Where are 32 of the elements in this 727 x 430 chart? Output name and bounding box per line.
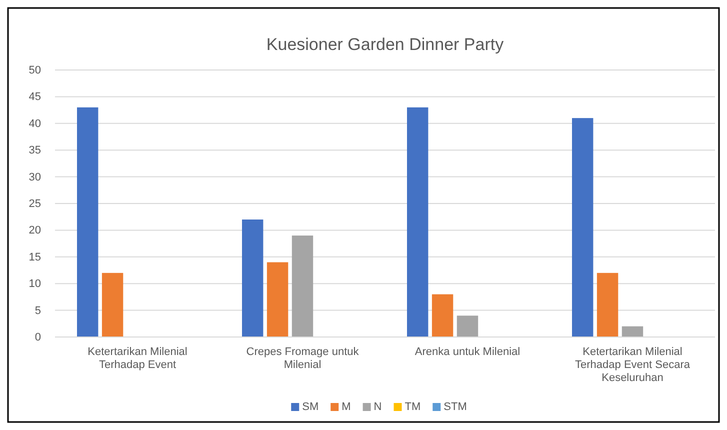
bar xyxy=(572,118,594,337)
y-tick-label: 10 xyxy=(28,278,41,290)
y-tick-label: 45 xyxy=(28,91,41,104)
y-tick-label: 5 xyxy=(34,304,41,317)
x-tick-label: Ketertarikan Milenial Terhadap Event Secara Keseluruhan xyxy=(575,346,691,384)
bar xyxy=(622,326,644,337)
y-tick-label: 40 xyxy=(28,118,41,130)
y-tick-label: 25 xyxy=(28,198,41,210)
chart-title: Kuesioner Garden Dinner Party xyxy=(266,35,504,54)
legend-label: M xyxy=(342,401,351,413)
legend-label: TM xyxy=(404,401,421,413)
x-tick-label: Crepes Fromage untuk Milenial xyxy=(246,346,360,372)
y-tick-label: 20 xyxy=(28,224,41,237)
y-tick-label: 30 xyxy=(28,171,41,184)
bar xyxy=(242,220,264,337)
bar xyxy=(292,236,314,337)
y-tick-label: 35 xyxy=(28,144,41,157)
x-tick-label: Arenka untuk Milenial xyxy=(414,346,520,358)
bar xyxy=(407,107,428,337)
bar xyxy=(102,272,124,337)
x-tick-label: Ketertarikan Milenial Terhadap Event xyxy=(88,346,188,372)
y-tick-label: 0 xyxy=(34,332,41,344)
legend-label: N xyxy=(374,401,382,413)
bar xyxy=(77,107,98,337)
bar xyxy=(456,316,478,337)
legend-label: SM xyxy=(302,401,319,413)
bar xyxy=(432,294,454,337)
bar xyxy=(266,262,288,337)
y-tick-label: 50 xyxy=(28,64,41,77)
legend-label: STM xyxy=(444,401,467,413)
y-tick-label: 15 xyxy=(28,251,41,264)
bar xyxy=(596,272,618,337)
